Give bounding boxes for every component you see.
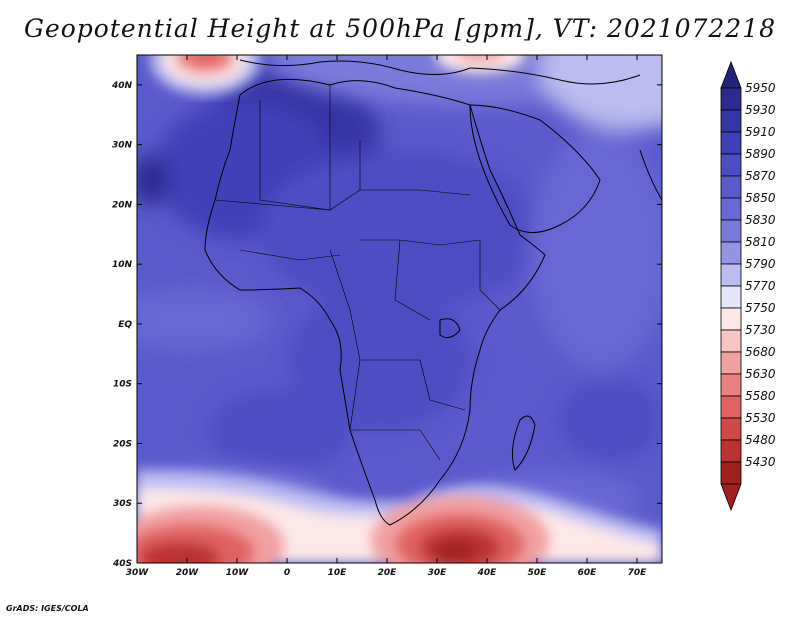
colorbar-swatch — [720, 219, 742, 243]
colorbar-swatch — [720, 131, 742, 155]
lon-tick-label: 20E — [378, 568, 398, 578]
colorbar-label: 5730 — [745, 323, 776, 337]
colorbar-label: 5480 — [745, 433, 776, 447]
lon-tick-label: 70E — [628, 568, 648, 578]
colorbar-bottom-arrow — [720, 483, 742, 512]
colorbar-swatch — [720, 351, 742, 375]
lon-tick-label: 40E — [477, 568, 498, 578]
longitude-axis: 30W 20W 10W 0 10E 20E 30E 40E 50E 60E 70E — [126, 55, 647, 578]
lon-tick-label: 60E — [578, 568, 598, 578]
colorbar-label: 5870 — [745, 169, 776, 183]
colorbar-label: 5830 — [745, 213, 776, 227]
colorbar-swatch — [720, 329, 742, 353]
colorbar-label: 5790 — [745, 257, 776, 271]
plot-frame — [136, 54, 663, 564]
lon-tick-label: 50E — [528, 568, 548, 578]
height-field — [137, 55, 662, 563]
lat-tick-label: 30S — [113, 499, 132, 509]
colorbar-label: 5930 — [745, 103, 776, 117]
lat-tick-label: 20S — [113, 439, 132, 449]
lat-tick-label: 40S — [112, 559, 132, 569]
colorbar-label: 5430 — [745, 455, 776, 469]
colorbar-swatch — [720, 241, 742, 265]
lon-tick-label: 30E — [428, 568, 448, 578]
map-title: Geopotential Height at 500hPa [gpm], VT:… — [23, 14, 777, 43]
colorbar-swatch — [720, 175, 742, 199]
colorbar-swatch — [720, 395, 742, 419]
lat-tick-label: 40N — [111, 81, 133, 91]
colorbar-swatch — [720, 87, 742, 111]
colorbar-swatch — [720, 461, 742, 485]
lat-tick-label: 10N — [112, 260, 133, 270]
colorbar-label: 5890 — [745, 147, 776, 161]
lon-tick-label: 10E — [328, 568, 348, 578]
colorbar-label: 5810 — [745, 235, 776, 249]
colorbar-swatch — [720, 197, 742, 221]
colorbar: 5950 5930 5910 5890 5870 5850 5830 5810 5790 5770… — [720, 60, 776, 512]
credit-label: GrADS: IGES/COLA — [6, 604, 89, 613]
colorbar-label: 5680 — [745, 345, 776, 359]
colorbar-swatch — [720, 285, 742, 309]
colorbar-label: 5770 — [745, 279, 776, 293]
colorbar-swatch — [720, 307, 742, 331]
colorbar-swatch — [720, 417, 742, 441]
lat-tick-label: 30N — [112, 141, 133, 151]
colorbar-label: 5850 — [745, 191, 776, 205]
colorbar-swatch — [720, 263, 742, 287]
lat-tick-label: 10S — [113, 380, 132, 390]
lat-tick-label: 20N — [112, 200, 133, 210]
colorbar-top-arrow — [720, 60, 742, 89]
colorbar-label: 5750 — [745, 301, 776, 315]
colorbar-label: 5580 — [745, 389, 776, 403]
colorbar-swatch — [720, 439, 742, 463]
colorbar-swatch — [720, 153, 742, 177]
colorbar-label: 5530 — [745, 411, 776, 425]
colorbar-label: 5950 — [745, 81, 776, 95]
colorbar-label: 5910 — [745, 125, 776, 139]
colorbar-label: 5630 — [745, 367, 776, 381]
lon-tick-label: 0 — [284, 568, 290, 578]
lat-tick-label: EQ — [118, 320, 132, 330]
country-borders — [214, 85, 501, 461]
coastlines — [204, 59, 662, 526]
colorbar-swatch — [720, 109, 742, 133]
lon-tick-label: 30W — [126, 568, 150, 578]
latitude-axis: 40N 30N 20N 10N EQ 10S 20S 30S 40S — [111, 81, 662, 569]
colorbar-swatch — [720, 373, 742, 397]
lon-tick-label: 20W — [176, 568, 200, 578]
lon-tick-label: 10W — [226, 568, 250, 578]
